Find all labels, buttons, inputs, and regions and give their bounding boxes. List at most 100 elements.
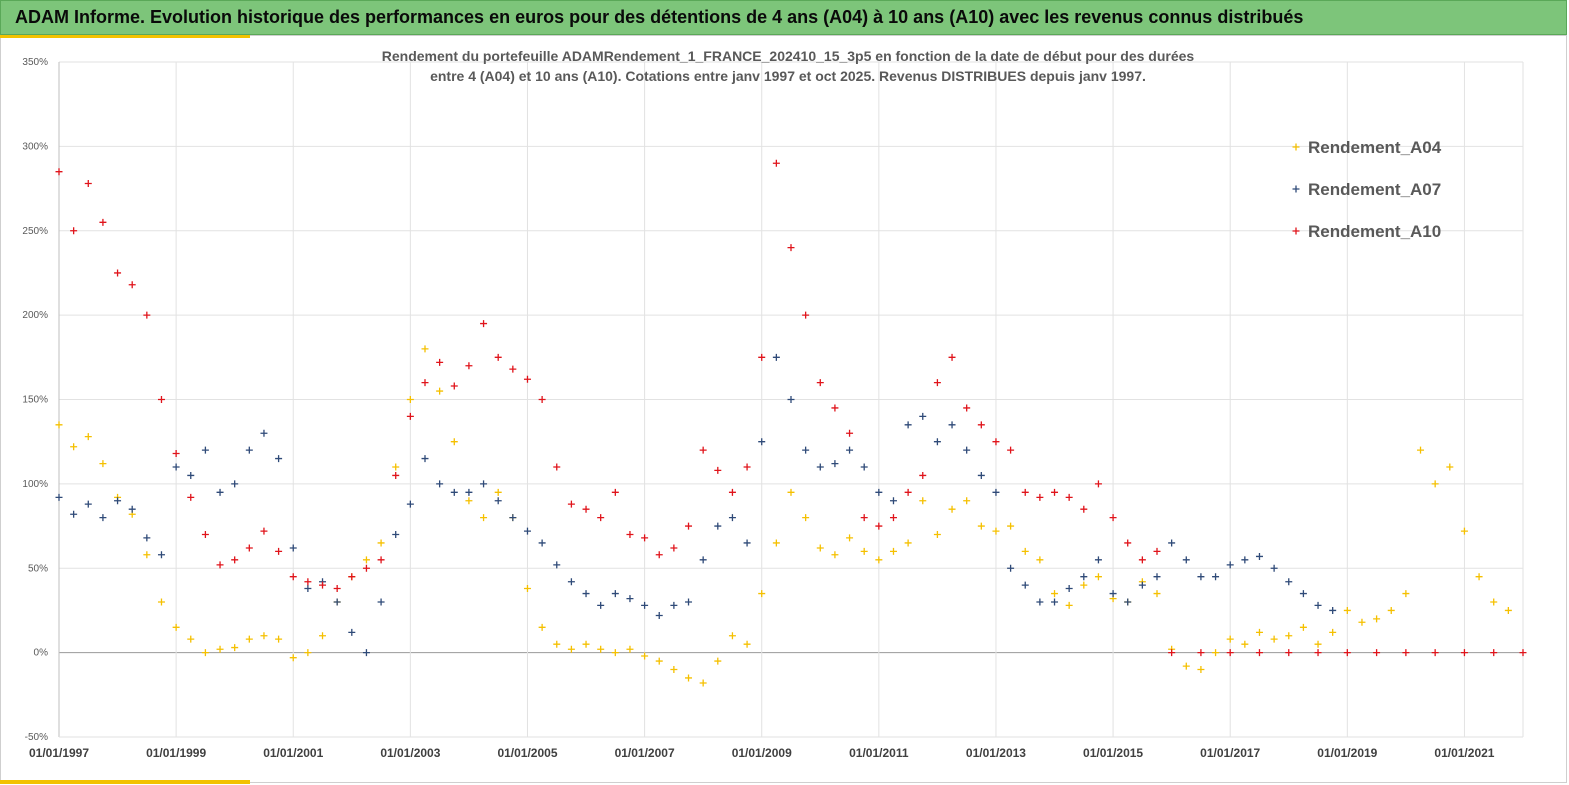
data-point: [319, 632, 327, 640]
data-point: [1504, 606, 1512, 614]
data-point: [187, 493, 195, 501]
data-point: [1226, 561, 1234, 569]
data-point: [348, 573, 356, 581]
y-tick-label: -50%: [25, 732, 48, 743]
data-point: [1255, 552, 1263, 560]
data-point: [1373, 649, 1381, 657]
data-point: [802, 311, 810, 319]
data-point: [582, 640, 590, 648]
data-point: [1182, 662, 1190, 670]
data-point: [846, 534, 854, 542]
data-point: [641, 534, 649, 542]
data-point: [875, 488, 883, 496]
y-tick-label: 0%: [34, 648, 49, 659]
data-point: [84, 433, 92, 441]
data-point: [1285, 578, 1293, 586]
x-tick-label: 01/01/2011: [849, 746, 909, 760]
data-point: [377, 556, 385, 564]
data-point: [772, 353, 780, 361]
data-point: [143, 551, 151, 559]
x-tick-label: 01/01/2003: [380, 746, 440, 760]
data-point: [597, 514, 605, 522]
data-point: [231, 644, 239, 652]
data-point: [157, 396, 165, 403]
data-point: [977, 471, 985, 479]
data-point: [201, 531, 209, 538]
data-point: [450, 438, 458, 446]
data-point: [245, 446, 253, 454]
data-point: [904, 539, 912, 547]
data-point: [1051, 590, 1059, 598]
data-point: [172, 623, 180, 631]
data-point: [1138, 581, 1146, 589]
data-point: [743, 539, 751, 547]
y-tick-label: 300%: [22, 141, 48, 152]
data-point: [289, 573, 297, 581]
data-point: [245, 544, 253, 552]
data-point: [1212, 573, 1220, 581]
x-tick-label: 01/01/2021: [1434, 746, 1494, 760]
data-point: [1168, 649, 1176, 657]
data-point: [728, 632, 736, 640]
data-point: [157, 598, 165, 606]
data-point: [875, 556, 883, 564]
data-point: [289, 544, 297, 552]
x-tick-label: 01/01/2019: [1317, 746, 1377, 760]
data-point: [392, 471, 400, 479]
data-point: [582, 590, 590, 598]
data-point: [362, 649, 370, 657]
data-point: [1431, 480, 1439, 488]
data-point: [245, 635, 253, 643]
data-point: [157, 551, 165, 559]
data-point: [260, 527, 268, 535]
data-point: [260, 632, 268, 640]
chart-title-block: Rendement du portefeuille ADAMRendement_…: [382, 48, 1195, 84]
data-point: [699, 446, 707, 454]
data-point: [1197, 649, 1205, 657]
data-point: [1007, 564, 1015, 572]
data-point: [553, 463, 561, 471]
data-point: [509, 514, 517, 522]
data-point: [626, 595, 634, 603]
data-point: [187, 471, 195, 479]
data-point: [1080, 573, 1088, 581]
data-point: [1490, 649, 1498, 657]
data-point: [1182, 556, 1190, 564]
data-point: [1051, 488, 1059, 496]
data-point: [670, 666, 678, 673]
data-point: [187, 635, 195, 643]
data-point: [846, 446, 854, 454]
data-point: [831, 460, 839, 468]
data-point: [1109, 590, 1117, 598]
data-point: [831, 404, 839, 412]
data-point: [1270, 564, 1278, 572]
data-point: [597, 601, 605, 609]
data-point: [1065, 493, 1073, 501]
data-point: [392, 463, 400, 471]
data-point: [538, 539, 546, 547]
data-point: [465, 488, 473, 496]
data-point: [860, 547, 868, 555]
data-point: [172, 450, 180, 457]
data-point: [919, 471, 927, 479]
y-tick-label: 200%: [22, 310, 48, 321]
data-point: [128, 505, 136, 513]
data-point: [55, 168, 63, 176]
x-tick-label: 01/01/2015: [1083, 746, 1143, 760]
data-point: [114, 269, 122, 277]
data-point: [685, 674, 693, 682]
data-point: [1094, 556, 1102, 564]
data-point: [860, 514, 868, 522]
data-point: [1402, 590, 1410, 598]
data-point: [1241, 640, 1249, 648]
data-point: [509, 365, 517, 373]
data-point: [216, 561, 224, 569]
data-point: [523, 375, 531, 383]
axis-labels: -50% 0% 50% 100% 150% 200% 250% 300% 350% 01/01/1…: [22, 57, 1494, 760]
data-point: [114, 497, 122, 505]
y-tick-label: 100%: [22, 479, 48, 490]
data-point: [1387, 606, 1395, 614]
data-point: [1138, 556, 1146, 564]
data-point: [875, 522, 883, 530]
